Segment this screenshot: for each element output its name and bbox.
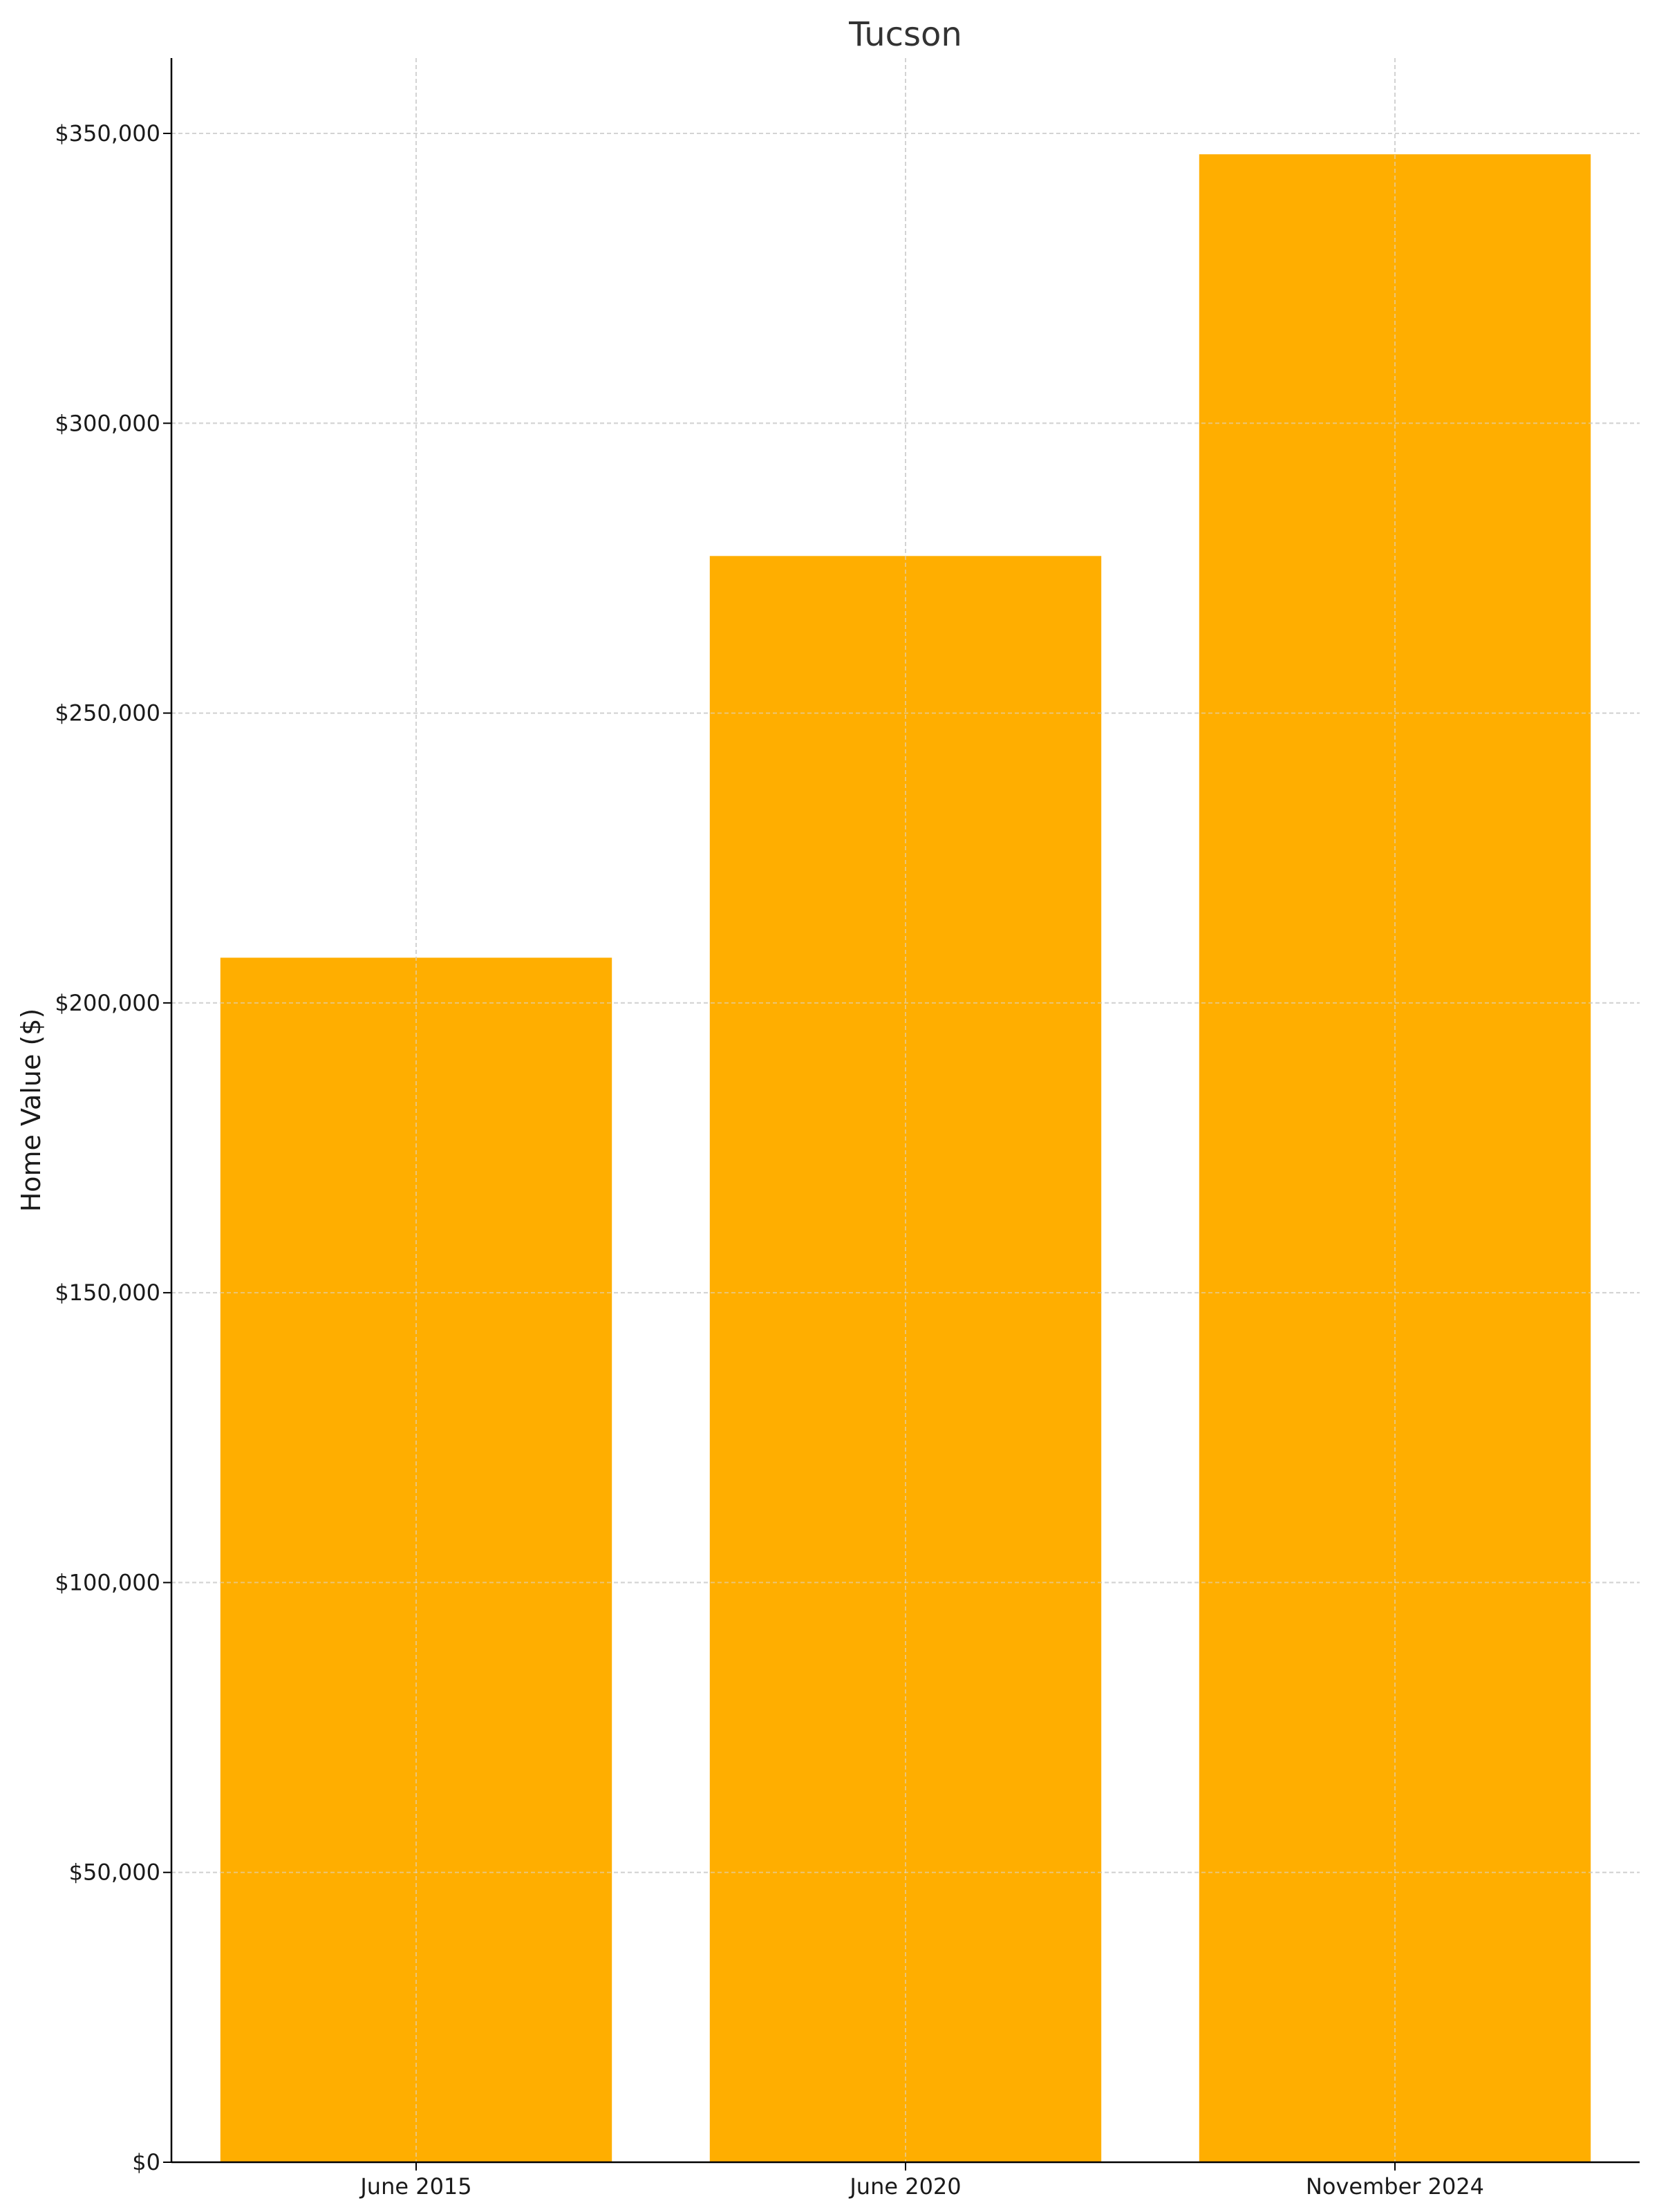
y-tick-label: $100,000 xyxy=(55,1569,160,1595)
y-tick-label: $250,000 xyxy=(55,700,160,727)
x-tick-label: November 2024 xyxy=(1306,2173,1484,2200)
y-tick-label: $150,000 xyxy=(55,1280,160,1306)
y-axis-label: Home Value ($) xyxy=(16,1009,46,1212)
x-tick-label: June 2020 xyxy=(848,2173,961,2200)
y-tick-label: $300,000 xyxy=(55,410,160,436)
y-tick-label: $0 xyxy=(132,2149,160,2175)
y-tick-label: $350,000 xyxy=(55,120,160,147)
tick-labels: $0 $50,000 $100,000 $150,000 $200,000 $250,00… xyxy=(55,120,1484,2200)
y-tick-label: $200,000 xyxy=(55,990,160,1016)
bars xyxy=(171,58,1640,2163)
y-tick-label: $50,000 xyxy=(69,1859,160,1886)
x-tick-label: June 2015 xyxy=(359,2173,471,2200)
chart-title: Tucson xyxy=(848,15,962,54)
axes xyxy=(163,58,1640,2171)
